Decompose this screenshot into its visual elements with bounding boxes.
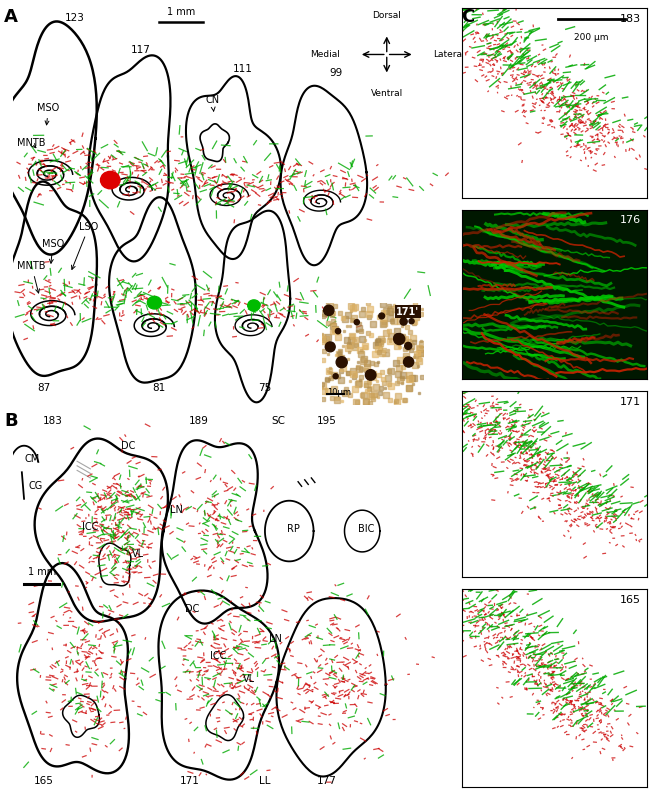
- Text: Lateral: Lateral: [433, 50, 465, 59]
- Circle shape: [379, 313, 385, 319]
- Text: 171': 171': [396, 307, 419, 316]
- Text: SC: SC: [271, 416, 285, 426]
- Text: RP: RP: [287, 525, 300, 534]
- Text: MNTB: MNTB: [18, 261, 46, 293]
- Text: 176: 176: [620, 215, 641, 225]
- Text: 195: 195: [317, 416, 337, 426]
- Text: 165: 165: [34, 776, 54, 786]
- Circle shape: [409, 319, 414, 324]
- Text: VL: VL: [131, 549, 144, 558]
- Text: 177: 177: [317, 776, 337, 786]
- Text: 183: 183: [620, 14, 641, 23]
- Circle shape: [101, 171, 120, 189]
- Text: A: A: [4, 8, 18, 26]
- Circle shape: [365, 370, 376, 380]
- Circle shape: [400, 318, 407, 325]
- Text: B: B: [4, 412, 18, 429]
- Text: Medial: Medial: [311, 50, 341, 59]
- Circle shape: [394, 333, 405, 345]
- Text: C: C: [462, 8, 474, 26]
- Text: LL: LL: [259, 776, 270, 786]
- Text: 165: 165: [620, 595, 641, 605]
- Text: 1 mm: 1 mm: [167, 7, 195, 17]
- Text: MSO: MSO: [37, 102, 60, 125]
- Text: 99: 99: [329, 69, 343, 78]
- Circle shape: [405, 342, 411, 349]
- Text: 1 mm: 1 mm: [27, 567, 56, 576]
- Text: VL: VL: [243, 674, 255, 684]
- Text: Ventral: Ventral: [370, 90, 403, 98]
- Text: DC: DC: [185, 604, 200, 614]
- Text: LN: LN: [170, 505, 183, 515]
- Text: CG: CG: [29, 480, 43, 491]
- Text: 10μm: 10μm: [327, 388, 351, 397]
- Text: Dorsal: Dorsal: [372, 10, 401, 19]
- Text: 200 μm: 200 μm: [574, 33, 608, 42]
- Text: 75: 75: [258, 383, 272, 393]
- Text: 183: 183: [43, 416, 62, 426]
- Circle shape: [324, 305, 334, 316]
- Circle shape: [354, 320, 359, 324]
- Text: 123: 123: [65, 13, 84, 23]
- Text: 171: 171: [620, 397, 641, 407]
- Text: DC: DC: [122, 441, 136, 450]
- Text: LN: LN: [269, 634, 282, 644]
- Text: 81: 81: [152, 383, 166, 393]
- Circle shape: [394, 334, 402, 341]
- Circle shape: [333, 374, 338, 378]
- Text: MNTB: MNTB: [18, 139, 46, 148]
- Text: CN: CN: [205, 95, 220, 111]
- Text: 189: 189: [188, 416, 209, 426]
- Text: 171: 171: [180, 776, 200, 786]
- Circle shape: [336, 357, 347, 368]
- Circle shape: [248, 300, 260, 311]
- Text: 111: 111: [233, 65, 253, 74]
- Circle shape: [335, 328, 341, 334]
- Circle shape: [325, 342, 335, 352]
- Text: BIC: BIC: [358, 525, 374, 534]
- Circle shape: [148, 296, 161, 309]
- Text: MSO: MSO: [42, 240, 64, 263]
- Text: 87: 87: [37, 383, 51, 393]
- Text: LSO: LSO: [72, 221, 99, 270]
- Circle shape: [404, 357, 413, 367]
- Text: CM: CM: [24, 454, 39, 464]
- Text: ICC: ICC: [81, 522, 98, 533]
- Text: 117: 117: [131, 44, 151, 55]
- Text: ICC: ICC: [210, 651, 226, 661]
